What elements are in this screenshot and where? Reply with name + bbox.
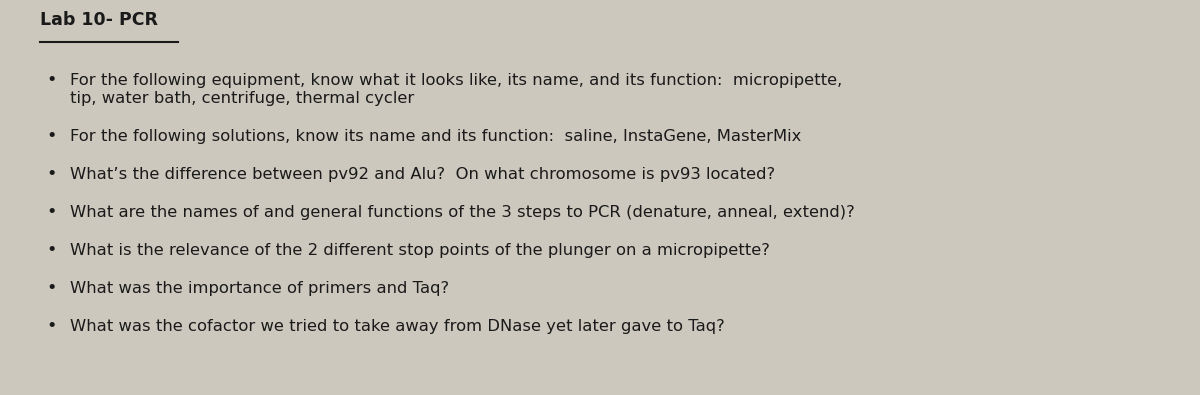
Text: •: • xyxy=(47,241,58,259)
Text: •: • xyxy=(47,279,58,297)
Text: •: • xyxy=(47,165,58,183)
Text: •: • xyxy=(47,203,58,221)
Text: What was the cofactor we tried to take away from DNase yet later gave to Taq?: What was the cofactor we tried to take a… xyxy=(70,319,725,334)
Text: What are the names of and general functions of the 3 steps to PCR (denature, ann: What are the names of and general functi… xyxy=(70,205,854,220)
Text: What is the relevance of the 2 different stop points of the plunger on a micropi: What is the relevance of the 2 different… xyxy=(70,243,770,258)
Text: For the following equipment, know what it looks like, its name, and its function: For the following equipment, know what i… xyxy=(70,73,842,88)
Text: •: • xyxy=(47,317,58,335)
Text: What’s the difference between pv92 and Alu?  On what chromosome is pv93 located?: What’s the difference between pv92 and A… xyxy=(70,167,775,182)
Text: •: • xyxy=(47,127,58,145)
Text: •: • xyxy=(47,71,58,89)
Text: For the following solutions, know its name and its function:  saline, InstaGene,: For the following solutions, know its na… xyxy=(70,129,802,144)
Text: Lab 10- PCR: Lab 10- PCR xyxy=(40,11,158,29)
Text: tip, water bath, centrifuge, thermal cycler: tip, water bath, centrifuge, thermal cyc… xyxy=(70,91,414,106)
Text: What was the importance of primers and Taq?: What was the importance of primers and T… xyxy=(70,281,449,296)
